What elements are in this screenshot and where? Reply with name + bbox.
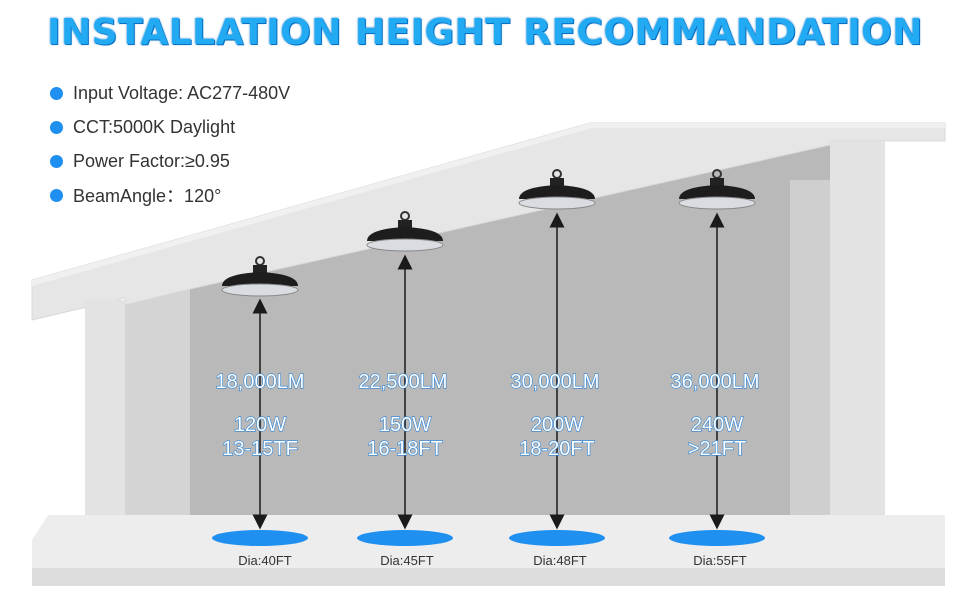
- high-bay-light-1: [221, 256, 299, 297]
- spec-item-beam-angle: BeamAngle：120°: [50, 178, 290, 212]
- high-bay-light-3: [518, 169, 596, 210]
- back-wall: [190, 140, 830, 515]
- right-wall: [790, 180, 830, 515]
- height-range-label-2: 16-18FT: [367, 437, 444, 460]
- watt-label-2: 150W: [378, 413, 432, 436]
- lumens-label-2: 22,500LM: [358, 370, 448, 393]
- light-spot-1: [212, 530, 308, 546]
- spec-text: CCT:5000K Daylight: [73, 116, 236, 137]
- high-bay-light-4: [678, 169, 756, 210]
- spec-text: BeamAngle：120°: [73, 186, 222, 206]
- spec-text: Input Voltage: AC277-480V: [73, 82, 291, 103]
- lumens-label-1: 18,000LM: [215, 370, 305, 393]
- lumens-label-4: 36,000LM: [670, 370, 760, 393]
- diameter-label-1: Dia:40FT: [238, 553, 292, 568]
- spec-item-power-factor: Power Factor:≥0.95: [50, 144, 290, 178]
- diameter-label-3: Dia:48FT: [533, 553, 587, 568]
- right-pillar: [830, 141, 885, 571]
- light-spot-2: [357, 530, 453, 546]
- lumens-label-3: 30,000LM: [510, 370, 600, 393]
- light-spot-4: [669, 530, 765, 546]
- floor-base: [32, 568, 945, 586]
- diameter-label-4: Dia:55FT: [693, 553, 747, 568]
- floor: [32, 515, 945, 568]
- bullet-dot-icon: [50, 154, 63, 168]
- bullet-dot-icon: [50, 120, 63, 134]
- spec-text: Power Factor:≥0.95: [73, 150, 230, 171]
- spec-item-cct: CCT:5000K Daylight: [50, 110, 290, 144]
- light-spot-3: [509, 530, 605, 546]
- watt-label-4: 240W: [690, 413, 744, 436]
- bullet-dot-icon: [50, 188, 63, 202]
- height-range-label-1: 13-15TF: [222, 437, 299, 460]
- page-title: INSTALLATION HEIGHT RECOMMANDATION: [47, 12, 923, 53]
- roof-top-edge: [32, 123, 945, 286]
- left-wall: [125, 285, 190, 515]
- height-range-label-3: 18-20FT: [519, 437, 596, 460]
- height-range-label-4: >21FT: [687, 437, 747, 460]
- spec-item-voltage: Input Voltage: AC277-480V: [50, 76, 290, 110]
- watt-label-3: 200W: [530, 413, 584, 436]
- diameter-label-2: Dia:45FT: [380, 553, 434, 568]
- watt-label-1: 120W: [233, 413, 287, 436]
- high-bay-light-2: [366, 211, 444, 252]
- spec-list: Input Voltage: AC277-480V CCT:5000K Dayl…: [50, 76, 290, 212]
- bullet-dot-icon: [50, 86, 63, 100]
